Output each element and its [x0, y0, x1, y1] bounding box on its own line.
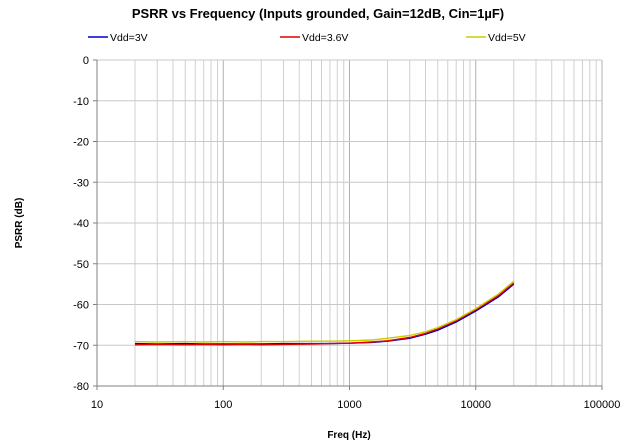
y-tick-label: -20	[73, 137, 89, 149]
x-tick-label: 1000	[337, 399, 361, 411]
x-tick-label: 100000	[584, 399, 621, 411]
y-axis-title: PSRR (dB)	[14, 198, 25, 249]
y-tick-label: -80	[73, 381, 89, 393]
y-tick-label: -70	[73, 340, 89, 352]
legend-item: Vdd=3.6V	[280, 32, 348, 44]
legend-label: Vdd=3.6V	[302, 32, 348, 44]
grid	[96, 59, 603, 387]
y-tick-labels: 0 -10 -20 -30 -40 -50 -60 -70 -80	[73, 55, 89, 393]
x-tick-label: 10	[91, 399, 103, 411]
x-axis-title: Freq (Hz)	[327, 430, 370, 441]
y-tick-label: -30	[73, 177, 89, 189]
chart-title: PSRR vs Frequency (Inputs grounded, Gain…	[132, 6, 504, 21]
y-tick-label: -10	[73, 96, 89, 108]
y-tick-label: -50	[73, 259, 89, 271]
x-tick-label: 100	[214, 399, 232, 411]
legend-label: Vdd=5V	[488, 32, 526, 44]
series-group	[134, 280, 515, 346]
series-line-vdd-3-6v	[134, 282, 515, 346]
legend-item: Vdd=3V	[88, 32, 148, 44]
x-tick-labels: 10 100 1000 10000 100000	[91, 399, 620, 411]
y-tick-label: 0	[83, 55, 89, 67]
legend-label: Vdd=3V	[110, 32, 148, 44]
legend-item: Vdd=5V	[466, 32, 526, 44]
x-tick-label: 10000	[460, 399, 491, 411]
axes	[93, 59, 603, 390]
y-tick-label: -40	[73, 218, 89, 230]
series-line-vdd-5v	[134, 280, 515, 343]
y-tick-label: -60	[73, 300, 89, 312]
legend: Vdd=3V Vdd=3.6V Vdd=5V	[88, 32, 526, 44]
